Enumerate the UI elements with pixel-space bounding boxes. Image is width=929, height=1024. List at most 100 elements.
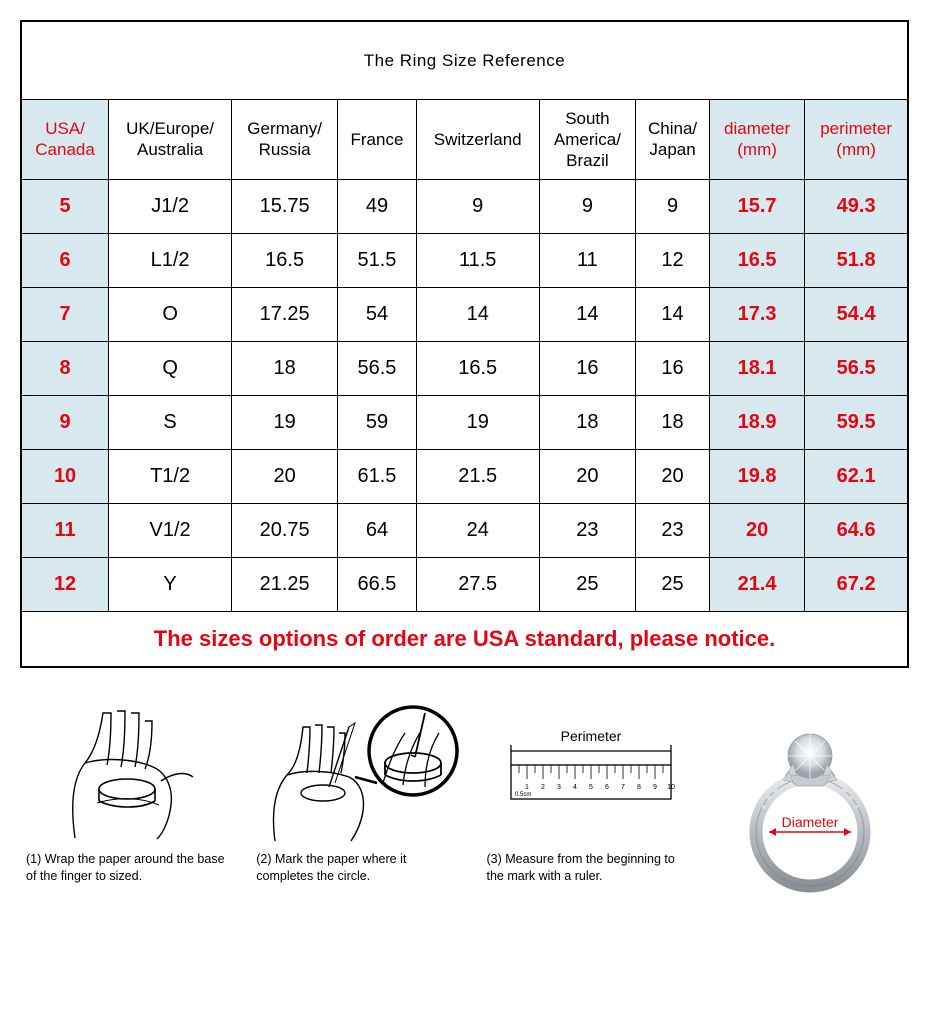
table-cell: 54	[338, 288, 417, 342]
table-cell: 51.8	[805, 234, 908, 288]
table-row: 5J1/215.754999915.749.3	[21, 180, 908, 234]
table-cell: 15.7	[709, 180, 804, 234]
table-cell: 56.5	[805, 342, 908, 396]
table-cell: 11	[21, 504, 109, 558]
instruction-step-3: Perimeter 12345678910 0.5cm (3) Measure …	[481, 690, 701, 885]
table-row: 12Y21.2566.527.5252521.467.2	[21, 558, 908, 612]
table-cell: 23	[539, 504, 636, 558]
table-cell: 20	[636, 450, 710, 504]
table-cell: 18	[232, 342, 338, 396]
table-cell: 11.5	[416, 234, 539, 288]
col-header: Switzerland	[416, 99, 539, 180]
svg-text:4: 4	[573, 784, 577, 791]
svg-text:2: 2	[541, 784, 545, 791]
table-cell: 17.3	[709, 288, 804, 342]
table-cell: 8	[21, 342, 109, 396]
table-cell: 18	[539, 396, 636, 450]
table-cell: 16.5	[709, 234, 804, 288]
svg-text:3: 3	[557, 784, 561, 791]
table-cell: Y	[109, 558, 232, 612]
table-title: The Ring Size Reference	[21, 21, 908, 99]
table-cell: 10	[21, 450, 109, 504]
table-cell: 5	[21, 180, 109, 234]
table-cell: 18	[636, 396, 710, 450]
instruction-step-1: (1) Wrap the paper around the base of th…	[20, 690, 240, 885]
table-cell: 56.5	[338, 342, 417, 396]
table-cell: 9	[416, 180, 539, 234]
table-cell: 66.5	[338, 558, 417, 612]
instruction-step-2: (2) Mark the paper where it completes th…	[250, 690, 470, 885]
table-cell: 21.4	[709, 558, 804, 612]
table-cell: 20.75	[232, 504, 338, 558]
step-2-caption: (2) Mark the paper where it completes th…	[250, 851, 470, 885]
table-cell: 24	[416, 504, 539, 558]
table-cell: T1/2	[109, 450, 232, 504]
table-body: 5J1/215.754999915.749.36L1/216.551.511.5…	[21, 180, 908, 612]
instructions-row: (1) Wrap the paper around the base of th…	[20, 690, 909, 885]
table-cell: 59.5	[805, 396, 908, 450]
table-cell: 6	[21, 234, 109, 288]
svg-text:7: 7	[621, 784, 625, 791]
table-cell: 25	[636, 558, 710, 612]
table-cell: S	[109, 396, 232, 450]
table-cell: 12	[636, 234, 710, 288]
step-1-caption: (1) Wrap the paper around the base of th…	[20, 851, 240, 885]
ring-size-table: The Ring Size Reference USA/CanadaUK/Eur…	[20, 20, 909, 668]
table-cell: 12	[21, 558, 109, 612]
table-header-row: USA/CanadaUK/Europe/AustraliaGermany/Rus…	[21, 99, 908, 180]
svg-text:1: 1	[525, 784, 529, 791]
table-cell: O	[109, 288, 232, 342]
table-row: 9S195919181818.959.5	[21, 396, 908, 450]
table-cell: 14	[416, 288, 539, 342]
table-cell: 9	[539, 180, 636, 234]
table-cell: 15.75	[232, 180, 338, 234]
table-cell: 14	[636, 288, 710, 342]
table-cell: 18.1	[709, 342, 804, 396]
table-cell: J1/2	[109, 180, 232, 234]
table-cell: 17.25	[232, 288, 338, 342]
table-cell: 7	[21, 288, 109, 342]
table-cell: 14	[539, 288, 636, 342]
table-cell: 16	[539, 342, 636, 396]
col-header: China/Japan	[636, 99, 710, 180]
table-cell: 27.5	[416, 558, 539, 612]
svg-text:10: 10	[667, 784, 675, 791]
table-cell: 49.3	[805, 180, 908, 234]
table-row: 11V1/220.75642423232064.6	[21, 504, 908, 558]
table-cell: Q	[109, 342, 232, 396]
table-row: 6L1/216.551.511.5111216.551.8	[21, 234, 908, 288]
table-row: 7O17.255414141417.354.4	[21, 288, 908, 342]
table-cell: 20	[539, 450, 636, 504]
svg-text:8: 8	[637, 784, 641, 791]
table-cell: L1/2	[109, 234, 232, 288]
table-cell: 21.5	[416, 450, 539, 504]
table-cell: 54.4	[805, 288, 908, 342]
table-cell: 16.5	[232, 234, 338, 288]
table-cell: 51.5	[338, 234, 417, 288]
table-row: 8Q1856.516.5161618.156.5	[21, 342, 908, 396]
table-cell: 11	[539, 234, 636, 288]
perimeter-label: Perimeter	[560, 728, 621, 744]
table-cell: 19	[416, 396, 539, 450]
col-header: diameter(mm)	[709, 99, 804, 180]
svg-text:5: 5	[589, 784, 593, 791]
col-header: perimeter(mm)	[805, 99, 908, 180]
table-cell: 16	[636, 342, 710, 396]
table-cell: 62.1	[805, 450, 908, 504]
diameter-label: Diameter	[781, 814, 838, 830]
col-header: UK/Europe/Australia	[109, 99, 232, 180]
table-cell: 61.5	[338, 450, 417, 504]
svg-text:6: 6	[605, 784, 609, 791]
table-cell: 49	[338, 180, 417, 234]
table-cell: 9	[636, 180, 710, 234]
table-cell: 67.2	[805, 558, 908, 612]
svg-text:0.5cm: 0.5cm	[515, 792, 531, 798]
ring-icon: Diameter	[711, 730, 909, 885]
table-cell: 64	[338, 504, 417, 558]
table-cell: 18.9	[709, 396, 804, 450]
col-header: France	[338, 99, 417, 180]
step-3-caption: (3) Measure from the beginning to the ma…	[481, 851, 701, 885]
table-cell: 20	[709, 504, 804, 558]
table-cell: 19	[232, 396, 338, 450]
table-cell: 64.6	[805, 504, 908, 558]
